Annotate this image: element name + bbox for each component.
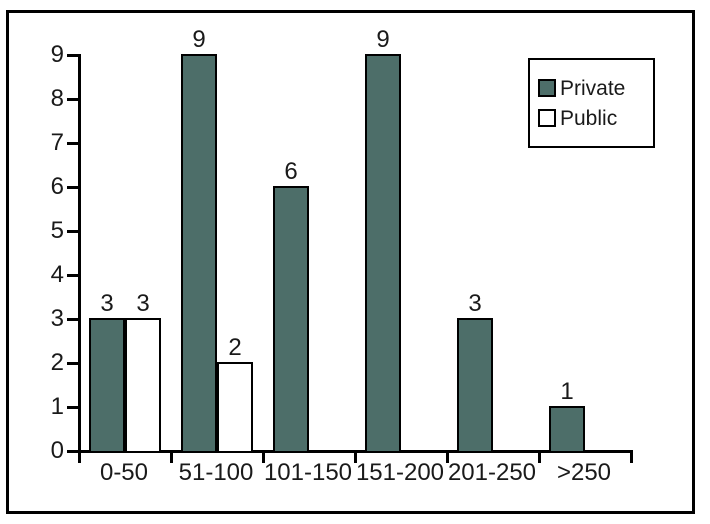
x-axis-tick [630, 450, 633, 463]
legend-item-private: Private [538, 78, 653, 99]
bar-value-label: 3 [136, 290, 150, 317]
legend: Private Public [528, 58, 655, 148]
y-axis-tick-label: 0 [50, 437, 64, 464]
y-axis-tick-label: 1 [50, 393, 64, 420]
y-axis-tick-label: 3 [50, 305, 64, 332]
x-axis-tick [446, 450, 449, 463]
y-axis-tick [67, 274, 78, 277]
x-axis-line [68, 450, 633, 453]
legend-label-public: Public [560, 106, 618, 130]
x-axis-tick [170, 450, 173, 463]
x-axis-tick [354, 450, 357, 463]
y-axis-tick [67, 186, 78, 189]
bar-value-label: 3 [468, 290, 482, 317]
y-axis-tick-label: 9 [50, 41, 64, 68]
y-axis-tick [67, 450, 78, 453]
y-axis-tick-label: 7 [50, 129, 64, 156]
x-axis-tick [78, 450, 81, 463]
bar-value-label: 9 [192, 26, 206, 53]
x-axis-tick [538, 450, 541, 463]
bar-private-151-200 [365, 54, 401, 453]
x-axis-category-label: 0-50 [99, 459, 149, 486]
legend-label-private: Private [560, 76, 626, 100]
y-axis-tick-label: 2 [50, 349, 64, 376]
y-axis-line [78, 54, 81, 453]
bar-value-label: 6 [284, 158, 298, 185]
bar-public-0-50 [125, 318, 161, 453]
y-axis-tick [67, 318, 78, 321]
bar-value-label: 1 [560, 378, 574, 405]
x-axis-category-label: 101-150 [263, 459, 353, 486]
x-axis-category-label: 201-250 [447, 459, 537, 486]
bar-value-label: 3 [100, 290, 114, 317]
y-axis-tick [67, 98, 78, 101]
y-axis-tick [67, 54, 78, 57]
x-axis-category-label: 151-200 [355, 459, 445, 486]
x-axis-category-label: 51-100 [178, 459, 254, 486]
y-axis-tick [67, 230, 78, 233]
bar-value-label: 9 [376, 26, 390, 53]
y-axis-tick-label: 5 [50, 217, 64, 244]
y-axis-tick [67, 142, 78, 145]
x-axis-category-label: >250 [556, 459, 612, 486]
x-axis-tick [262, 450, 265, 463]
y-axis-tick-label: 6 [50, 173, 64, 200]
y-axis-tick [67, 362, 78, 365]
bar-value-label: 2 [228, 334, 242, 361]
bar-private-201-250 [457, 318, 493, 453]
bar-private-0-50 [89, 318, 125, 453]
y-axis-tick [67, 406, 78, 409]
y-axis-tick-label: 4 [50, 261, 64, 288]
y-axis-tick-label: 8 [50, 85, 64, 112]
legend-swatch-private-icon [538, 79, 556, 97]
legend-item-public: Public [538, 108, 653, 129]
bar-private-101-150 [273, 186, 309, 453]
bar-private-51-100 [181, 54, 217, 453]
bar-private->250 [549, 406, 585, 453]
bar-public-51-100 [217, 362, 253, 453]
legend-swatch-public-icon [538, 109, 556, 127]
